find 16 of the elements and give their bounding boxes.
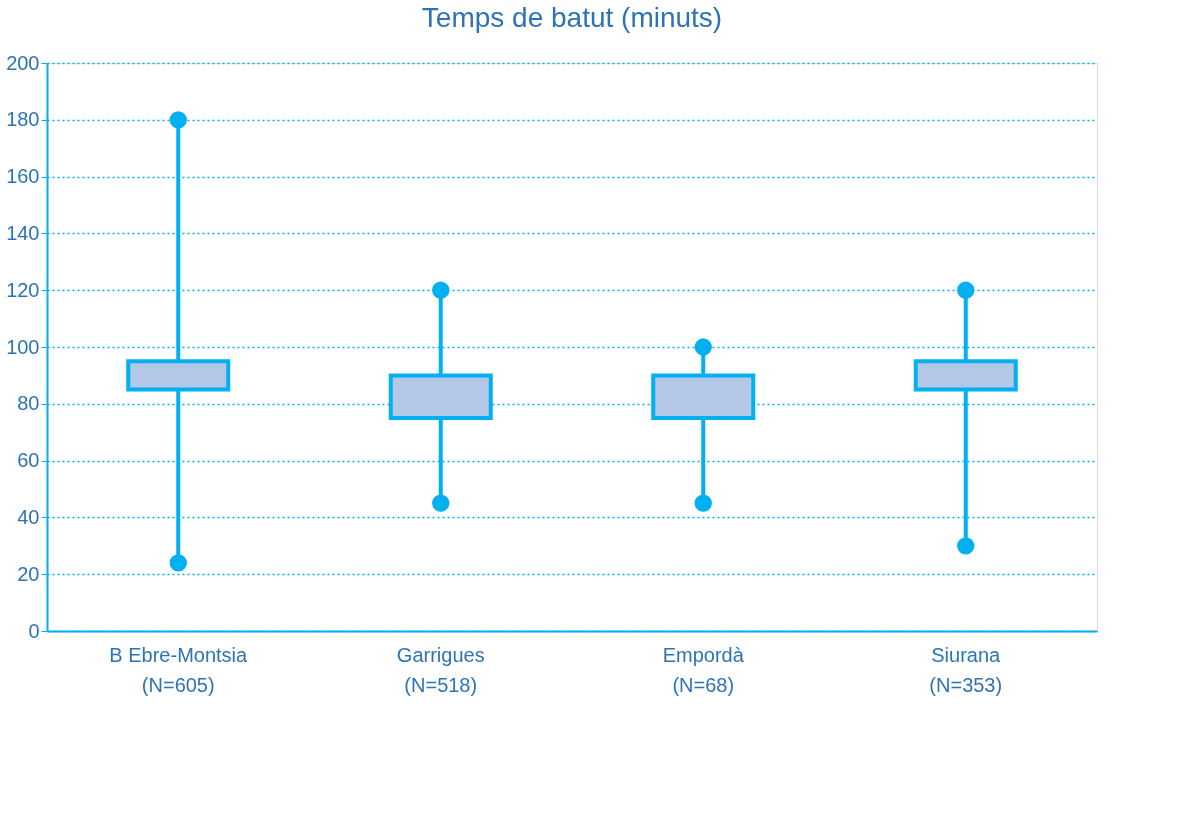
chart-title: Temps de batut (minuts)	[421, 2, 723, 33]
y-tick-label: 0	[28, 619, 40, 642]
x-tick-label: Siurana (N=353)	[929, 643, 1003, 696]
y-tick-label: 100	[6, 335, 40, 358]
x-tick-label: Garrigues (N=518)	[396, 643, 485, 696]
y-tick-label: 80	[17, 392, 40, 415]
y-tick-label: 20	[17, 562, 40, 585]
y-tick-label: 140	[6, 221, 40, 244]
y-tick-label: 180	[6, 108, 40, 131]
y-tick-label: 60	[17, 449, 40, 472]
x-tick-label: Empordà (N=68)	[662, 643, 745, 696]
y-tick-label: 120	[6, 278, 40, 301]
x-tick-label: B Ebre-Montsia (N=605)	[109, 643, 249, 696]
y-tick-label: 200	[6, 51, 40, 74]
y-tick-label: 40	[17, 505, 40, 528]
y-tick-label: 160	[6, 165, 40, 188]
